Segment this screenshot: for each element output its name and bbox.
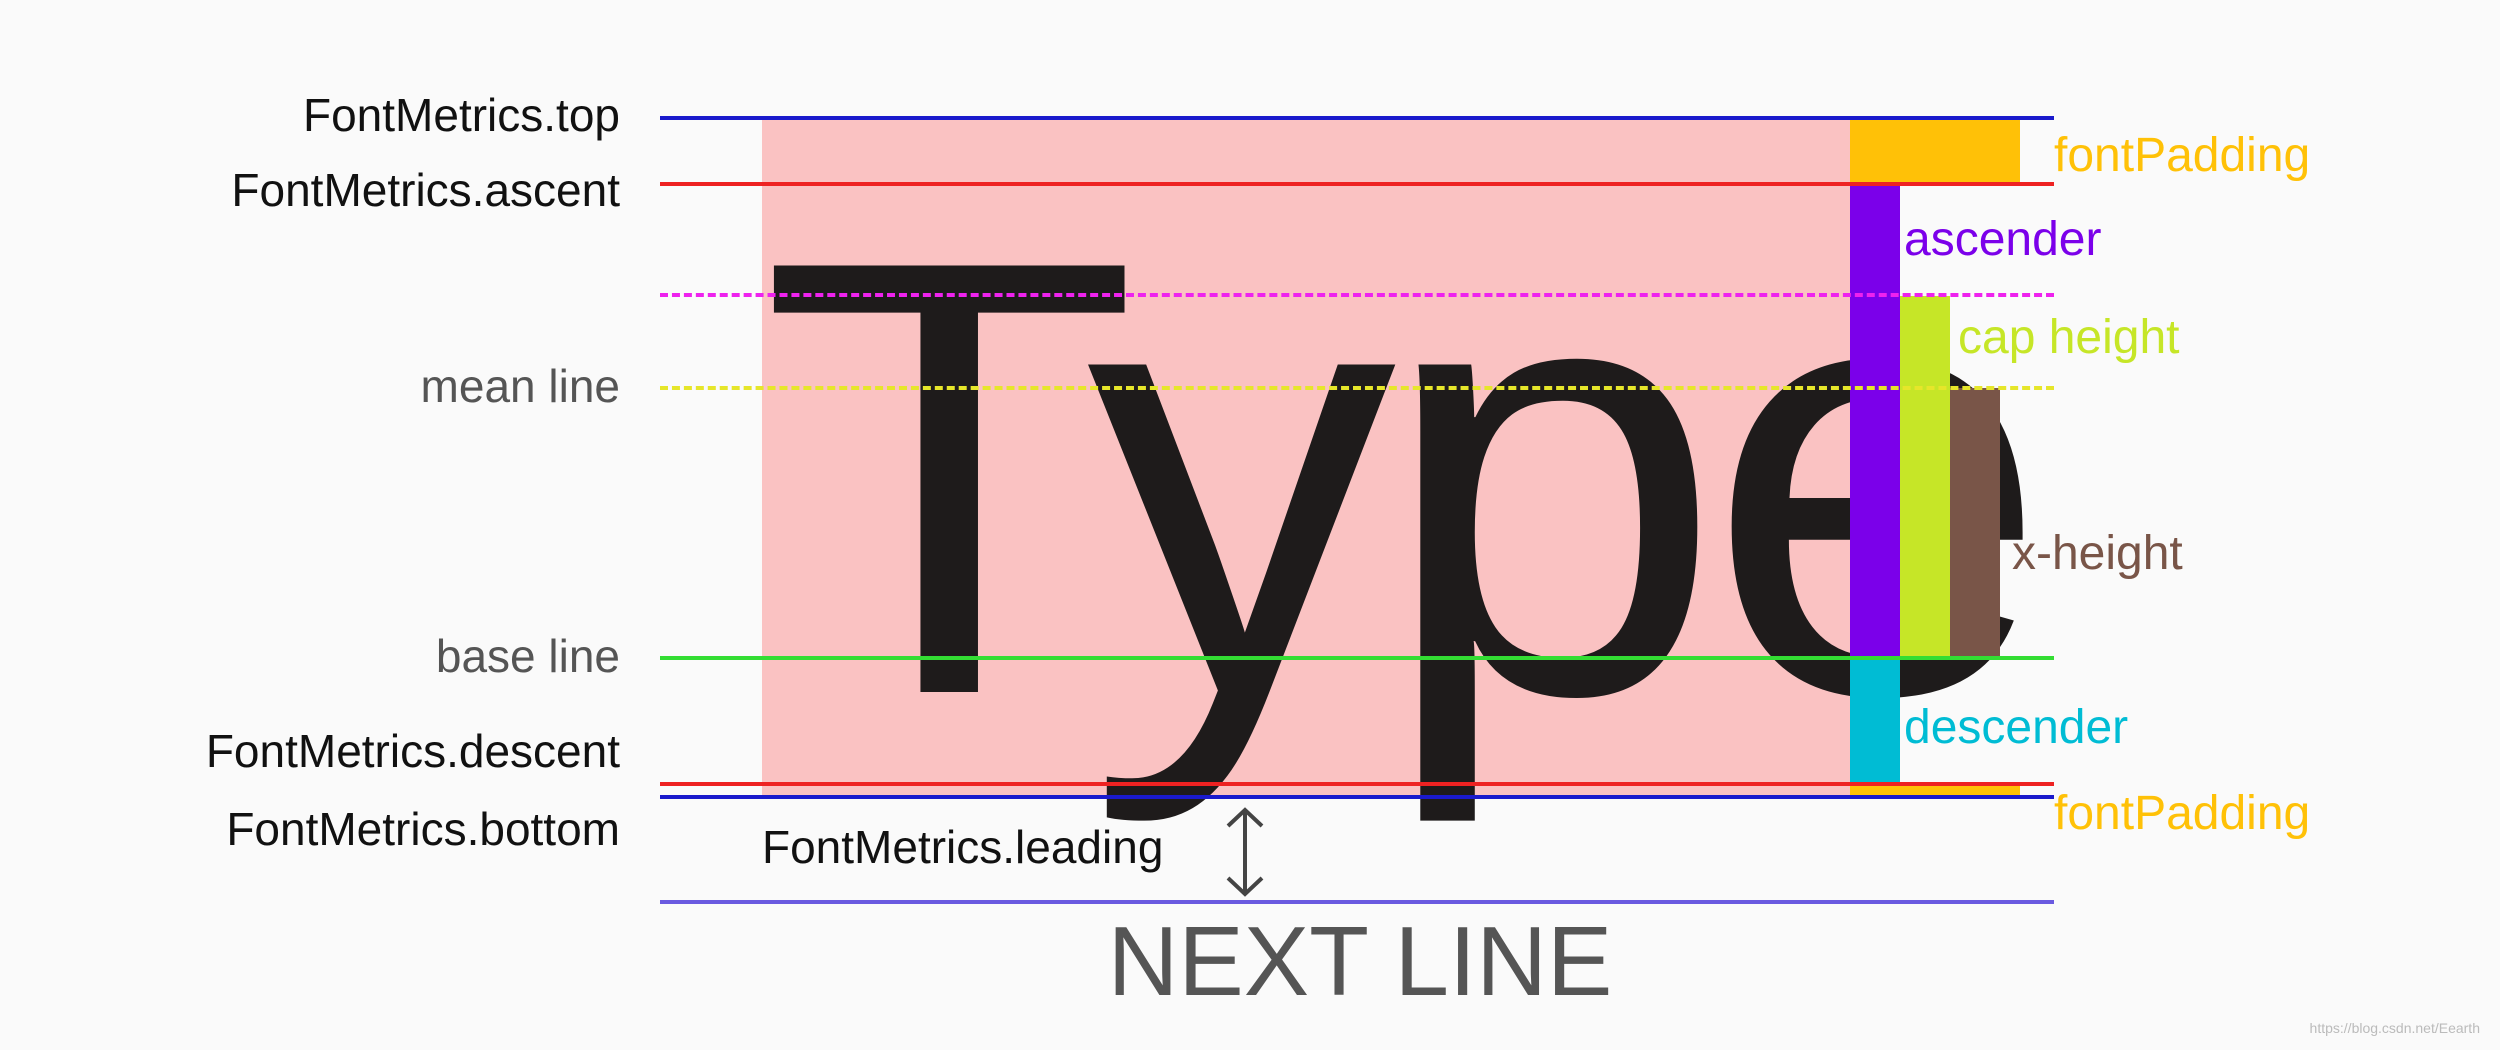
ascender-bar (1850, 184, 1900, 658)
label-x-height: x-height (2012, 527, 2183, 580)
next-line-top (660, 900, 2054, 904)
label-font-padding-bottom: fontPadding (2054, 787, 2311, 840)
cap-height-bar (1900, 296, 1950, 658)
label-mean-line: mean line (420, 360, 620, 412)
cap-line (660, 293, 2054, 297)
label-descender: descender (1904, 701, 2129, 754)
label-cap-height: cap height (1958, 311, 2180, 364)
label-ascender: ascender (1904, 213, 2102, 266)
x-height-bar (1950, 388, 2000, 658)
descent-line (660, 782, 2054, 786)
label-descent: FontMetrics.descent (205, 725, 620, 777)
sample-glyphs: Type (760, 132, 2050, 824)
bottom-line (660, 795, 2054, 799)
mean-line (660, 386, 2054, 390)
label-font-padding-top: fontPadding (2054, 129, 2311, 182)
double-arrow-icon (1226, 807, 1264, 897)
font-padding-top-bar (1850, 118, 2020, 184)
label-base-line: base line (435, 630, 620, 682)
watermark: https://blog.csdn.net/Eearth (2309, 1020, 2480, 1036)
label-ascent: FontMetrics.ascent (231, 164, 620, 216)
top-line (660, 116, 2054, 120)
label-leading: FontMetrics.leading (762, 821, 1164, 873)
descender-bar (1850, 658, 1900, 784)
ascent-line (660, 182, 2054, 186)
label-bottom: FontMetrics.bottom (226, 803, 620, 855)
base-line (660, 656, 2054, 660)
next-line-text: NEXT LINE (1107, 906, 1613, 1016)
text-highlight-box (762, 118, 1852, 798)
font-padding-bottom-bar (1850, 784, 2020, 796)
label-top: FontMetrics.top (303, 89, 620, 141)
